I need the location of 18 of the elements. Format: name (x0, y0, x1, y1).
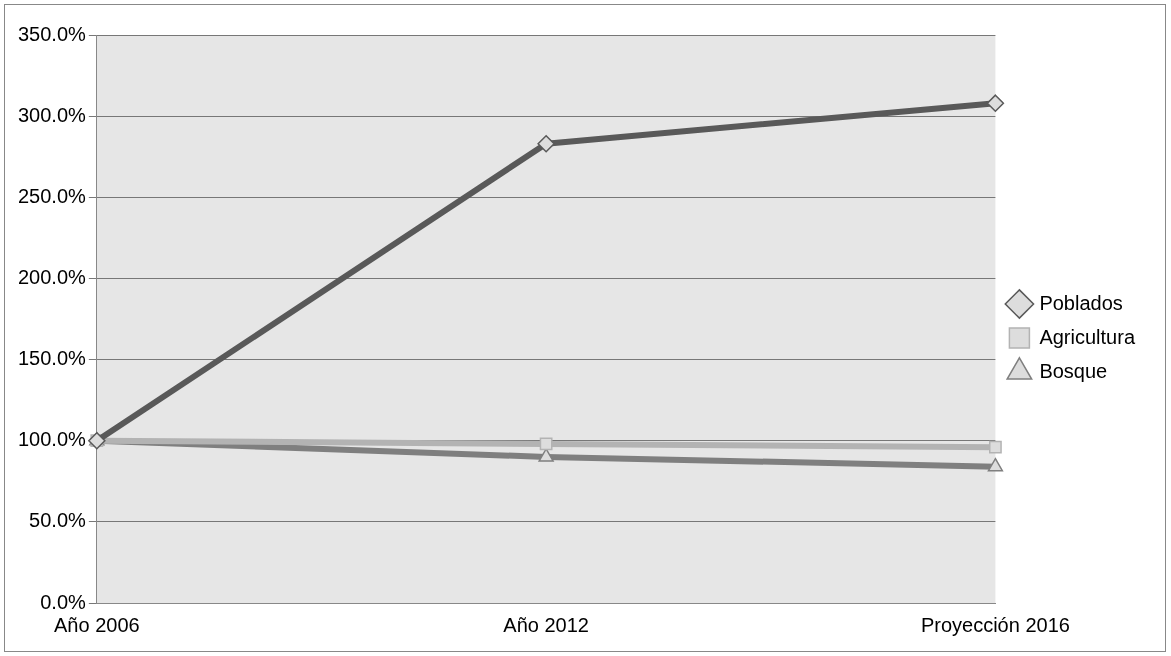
x-tick-label: Año 2012 (503, 613, 589, 636)
y-tick-label: 200.0% (17, 265, 87, 288)
y-tick-label: 0.0% (40, 590, 87, 613)
y-tick-label: 100.0% (17, 428, 87, 451)
x-tick-label: Proyección 2016 (920, 613, 1070, 636)
point (989, 440, 1002, 454)
x-tick-label: Año 2006 (54, 613, 140, 636)
legend-label: Poblados (1039, 291, 1123, 314)
y-tick-label: 300.0% (17, 103, 87, 126)
point (537, 134, 555, 153)
y-tick-label: 250.0% (17, 184, 87, 207)
legend-label: Bosque (1039, 359, 1108, 382)
point (539, 437, 553, 451)
y-tick-label: 350.0% (17, 22, 87, 45)
legend-label: Agricultura (1039, 325, 1136, 348)
y-tick-label: 50.0% (29, 509, 87, 532)
y-tick-label: 150.0% (17, 347, 87, 370)
point (986, 94, 1005, 112)
